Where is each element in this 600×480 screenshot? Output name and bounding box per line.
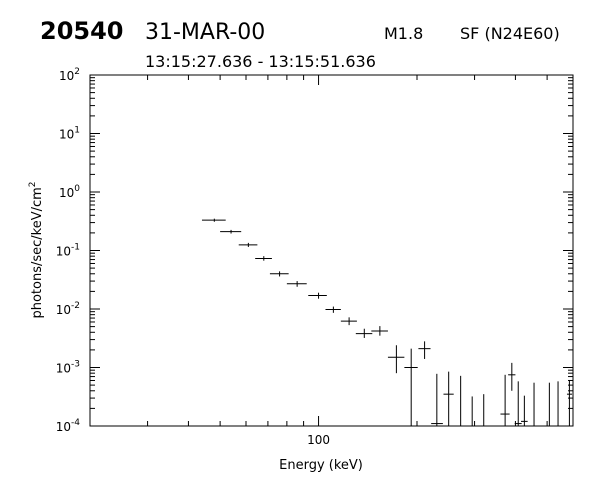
goes-class: M1.8 xyxy=(384,24,423,43)
data-point xyxy=(269,271,289,277)
y-axis-label-superscript: 2 xyxy=(28,181,38,187)
data-point xyxy=(387,345,405,374)
data-point xyxy=(479,394,489,427)
y-axis-label-text: photons/sec/keV/cm xyxy=(30,187,45,318)
data-point xyxy=(455,375,466,427)
data-points xyxy=(201,218,573,427)
data-point xyxy=(404,348,418,426)
data-point xyxy=(508,362,516,391)
y-tick-label-base: 10 xyxy=(56,245,71,259)
y-tick-label-base: 10 xyxy=(56,303,71,317)
y-tick-label-exponent: -2 xyxy=(71,301,80,311)
y-tick-label: 100 xyxy=(59,184,80,200)
data-point xyxy=(514,381,522,426)
x-tick-labels: 100 xyxy=(307,433,330,447)
y-tick-label-exponent: 2 xyxy=(74,67,80,77)
y-tick-label-exponent: -1 xyxy=(71,243,80,253)
data-point xyxy=(546,382,553,427)
y-tick-label-base: 10 xyxy=(59,69,74,83)
y-tick-label: 10-2 xyxy=(56,301,80,317)
data-point xyxy=(355,328,373,338)
y-tick-label-base: 10 xyxy=(59,186,74,200)
y-tick-label-base: 10 xyxy=(56,362,71,376)
data-point xyxy=(308,292,327,299)
data-point xyxy=(325,306,341,313)
data-point xyxy=(555,381,561,427)
time-range: 13:15:27.636 - 13:15:51.636 xyxy=(145,52,376,71)
data-point xyxy=(467,396,477,427)
y-tick-label: 10-3 xyxy=(56,360,80,376)
data-point xyxy=(443,371,454,426)
y-tick-label: 10-1 xyxy=(56,243,80,259)
data-point xyxy=(255,256,272,261)
data-point xyxy=(530,382,538,427)
data-point xyxy=(431,373,443,426)
y-axis-label: photons/sec/keV/cm2 xyxy=(28,181,45,318)
event-date: 31-MAR-00 xyxy=(145,20,265,45)
y-tick-label-base: 10 xyxy=(59,128,74,142)
data-point xyxy=(201,218,226,222)
y-tick-label-exponent: -4 xyxy=(71,418,80,428)
y-tick-label-exponent: 1 xyxy=(74,126,80,136)
y-tick-label-base: 10 xyxy=(56,420,71,434)
data-point xyxy=(520,395,528,426)
x-axis-label: Energy (keV) xyxy=(279,458,363,473)
y-tick-label-exponent: -3 xyxy=(71,360,80,370)
data-point xyxy=(371,326,388,336)
x-tick-label: 100 xyxy=(307,433,330,447)
data-point xyxy=(340,317,357,326)
y-tick-label-exponent: 0 xyxy=(74,184,80,194)
plot-frame xyxy=(89,74,574,427)
data-point xyxy=(238,242,258,247)
data-point xyxy=(220,229,242,234)
y-tick-label: 101 xyxy=(59,126,80,142)
y-tick-label: 10-4 xyxy=(56,418,81,434)
event-id: 20540 xyxy=(40,17,124,45)
flare-info: SF (N24E60) xyxy=(460,24,560,43)
data-point xyxy=(286,281,307,287)
data-point xyxy=(566,380,573,426)
data-point xyxy=(500,374,510,426)
axis-ticks xyxy=(89,74,574,427)
y-tick-label: 102 xyxy=(59,67,80,83)
data-point xyxy=(418,341,431,359)
